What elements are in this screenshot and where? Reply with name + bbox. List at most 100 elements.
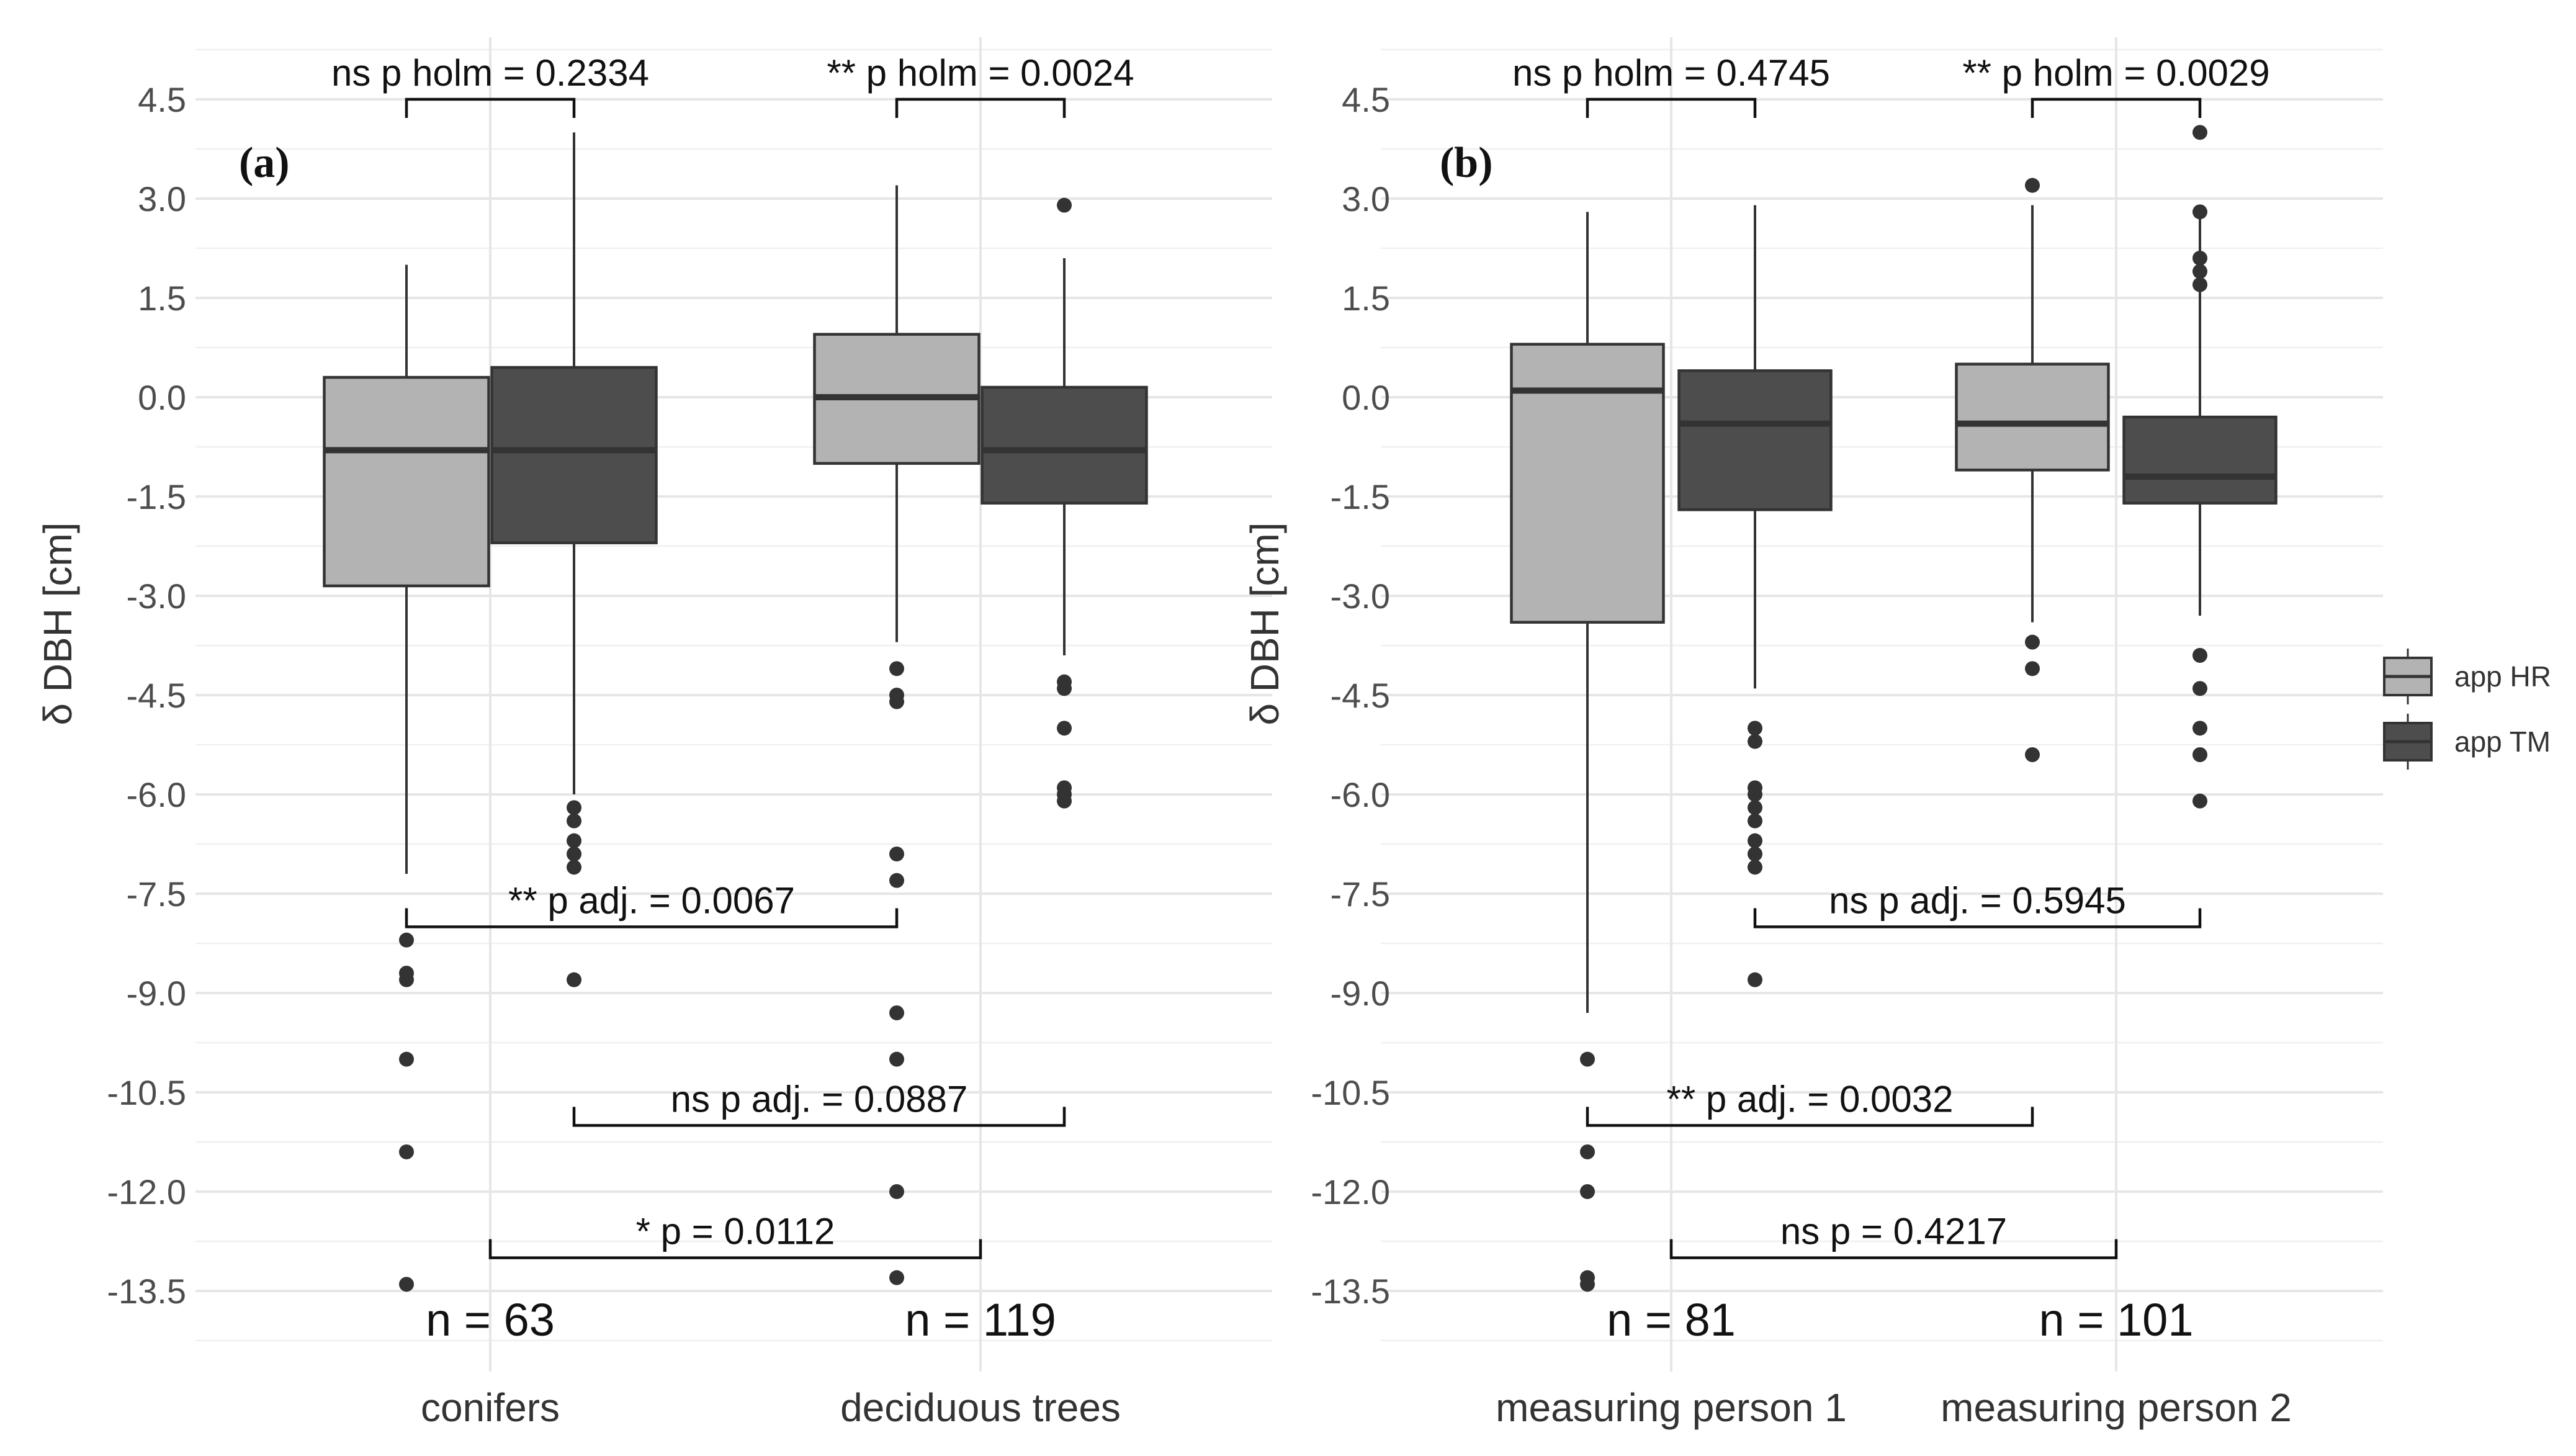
bracket-line <box>405 97 576 118</box>
y-tick-label: -13.5 <box>1311 1272 1390 1311</box>
y-tick-label: -13.5 <box>107 1272 186 1311</box>
outlier-point <box>399 932 414 948</box>
box-iqr <box>1677 369 1833 511</box>
y-tick-label: -10.5 <box>1311 1073 1390 1112</box>
comparison-bracket: * p = 0.0112 <box>488 1211 982 1259</box>
outlier-point <box>399 1144 414 1159</box>
outlier-point <box>1748 846 1762 861</box>
outlier-point <box>1748 833 1762 848</box>
box-iqr <box>1510 343 1665 624</box>
significance-brackets: ns p holm = 0.4745 ** p holm = 0.0029 ns p… <box>1512 52 2270 1259</box>
outlier-point <box>2025 747 2040 762</box>
outlier-point <box>889 661 904 676</box>
x-category-label: measuring person 2 <box>1941 1385 2292 1430</box>
outlier-point <box>889 1005 904 1020</box>
panel-label: (a) <box>239 139 290 187</box>
outlier-point <box>889 1051 904 1067</box>
outlier-point <box>2025 661 2040 676</box>
comparison-bracket: ns p holm = 0.4745 <box>1512 52 1830 118</box>
outlier-point <box>1057 721 1072 736</box>
outlier-point <box>1580 1277 1595 1292</box>
y-tick-label: 4.5 <box>138 80 186 119</box>
panel-b: 4.5 3.0 1.5 0.0 -1.5 -3.0 -4.5 -6.0 -7.5 -9.0 -10.… <box>1242 37 2383 1430</box>
box-app-hr-1 <box>1510 212 1665 1292</box>
comparison-bracket: ** p adj. = 0.0067 <box>405 879 899 928</box>
sample-size-label: n = 63 <box>426 1294 555 1346</box>
outlier-point <box>399 1051 414 1067</box>
outlier-point <box>567 813 581 829</box>
comparison-bracket: ns p holm = 0.2334 <box>331 52 649 118</box>
sample-size-label: n = 81 <box>1607 1294 1736 1346</box>
bracket-line <box>1586 97 1757 118</box>
bracket-line <box>1586 1107 2034 1127</box>
legend-item-app-hr: app HR <box>2383 649 2551 704</box>
x-category-label: deciduous trees <box>840 1385 1121 1430</box>
comparison-label: ** p holm = 0.0024 <box>827 52 1134 94</box>
box-iqr <box>981 385 1148 505</box>
y-tick-label: -6.0 <box>127 775 187 814</box>
bracket-line <box>895 97 1066 118</box>
outlier-point <box>567 860 581 875</box>
sample-size-label: n = 119 <box>905 1294 1056 1346</box>
y-tick-label: -7.5 <box>127 874 187 914</box>
boxplots <box>323 132 1148 1292</box>
outlier-point <box>1748 800 1762 816</box>
outlier-point <box>2192 647 2207 663</box>
comparison-bracket: ** p holm = 0.0029 <box>1962 52 2270 118</box>
y-tick-label: -1.5 <box>1331 477 1391 516</box>
x-category-label: measuring person 1 <box>1496 1385 1847 1430</box>
comparison-bracket: ns p adj. = 0.0887 <box>572 1078 1066 1127</box>
boxplots <box>1510 125 2278 1292</box>
outlier-point <box>1748 972 1762 987</box>
outlier-point <box>2192 277 2207 292</box>
outlier-point <box>1748 860 1762 875</box>
box-app-hr-2 <box>1955 178 2110 762</box>
y-tick-label: -1.5 <box>127 477 187 516</box>
outlier-point <box>889 873 904 888</box>
box-app-hr-1 <box>323 264 490 1292</box>
bracket-line <box>405 908 899 928</box>
legend-label: app TM <box>2454 726 2551 758</box>
y-axis-title: δ DBH [cm] <box>35 522 80 725</box>
y-tick-label: -9.0 <box>1331 974 1391 1013</box>
outlier-point <box>2192 721 2207 736</box>
y-tick-label: -7.5 <box>1331 874 1391 914</box>
y-axis-ticks: 4.5 3.0 1.5 0.0 -1.5 -3.0 -4.5 -6.0 -7.5 -9.0 -10.… <box>1311 80 1390 1311</box>
y-tick-label: 0.0 <box>1342 378 1390 417</box>
comparison-bracket: ** p holm = 0.0024 <box>827 52 1134 118</box>
outlier-point <box>399 1277 414 1292</box>
y-tick-label: 1.5 <box>1342 279 1390 318</box>
y-axis-ticks: 4.5 3.0 1.5 0.0 -1.5 -3.0 -4.5 -6.0 -7.5 -9.0 -10.… <box>107 80 186 1311</box>
outlier-point <box>1057 681 1072 696</box>
comparison-label: * p = 0.0112 <box>636 1211 835 1252</box>
y-tick-label: 4.5 <box>1342 80 1390 119</box>
box-iqr <box>1955 362 2110 472</box>
box-app-tm-2 <box>2122 125 2278 809</box>
outlier-point <box>399 972 414 987</box>
y-tick-label: -12.0 <box>1311 1172 1390 1211</box>
bracket-line <box>1669 1239 2118 1259</box>
comparison-label: ** p adj. = 0.0067 <box>508 879 795 921</box>
outlier-point <box>1580 1184 1595 1199</box>
outlier-point <box>889 694 904 709</box>
legend-item-app-tm: app TM <box>2383 714 2551 770</box>
y-tick-label: -3.0 <box>1331 577 1391 616</box>
box-app-tm-1 <box>490 132 658 987</box>
outlier-point <box>889 1184 904 1199</box>
y-tick-label: 3.0 <box>138 179 186 218</box>
box-app-tm-2 <box>981 197 1148 809</box>
comparison-label: ** p holm = 0.0029 <box>1962 52 2269 94</box>
panel-label: (b) <box>1440 139 1493 187</box>
y-tick-label: -6.0 <box>1331 775 1391 814</box>
y-tick-label: -4.5 <box>127 676 187 715</box>
outlier-point <box>2192 681 2207 696</box>
sample-size-label: n = 101 <box>2039 1294 2194 1346</box>
x-category-label: conifers <box>421 1385 560 1430</box>
outlier-point <box>1748 813 1762 829</box>
legend-label: app HR <box>2454 660 2551 693</box>
outlier-point <box>1580 1051 1595 1067</box>
outlier-point <box>2192 264 2207 279</box>
y-tick-label: -9.0 <box>127 974 187 1013</box>
y-axis-title: δ DBH [cm] <box>1242 522 1287 725</box>
